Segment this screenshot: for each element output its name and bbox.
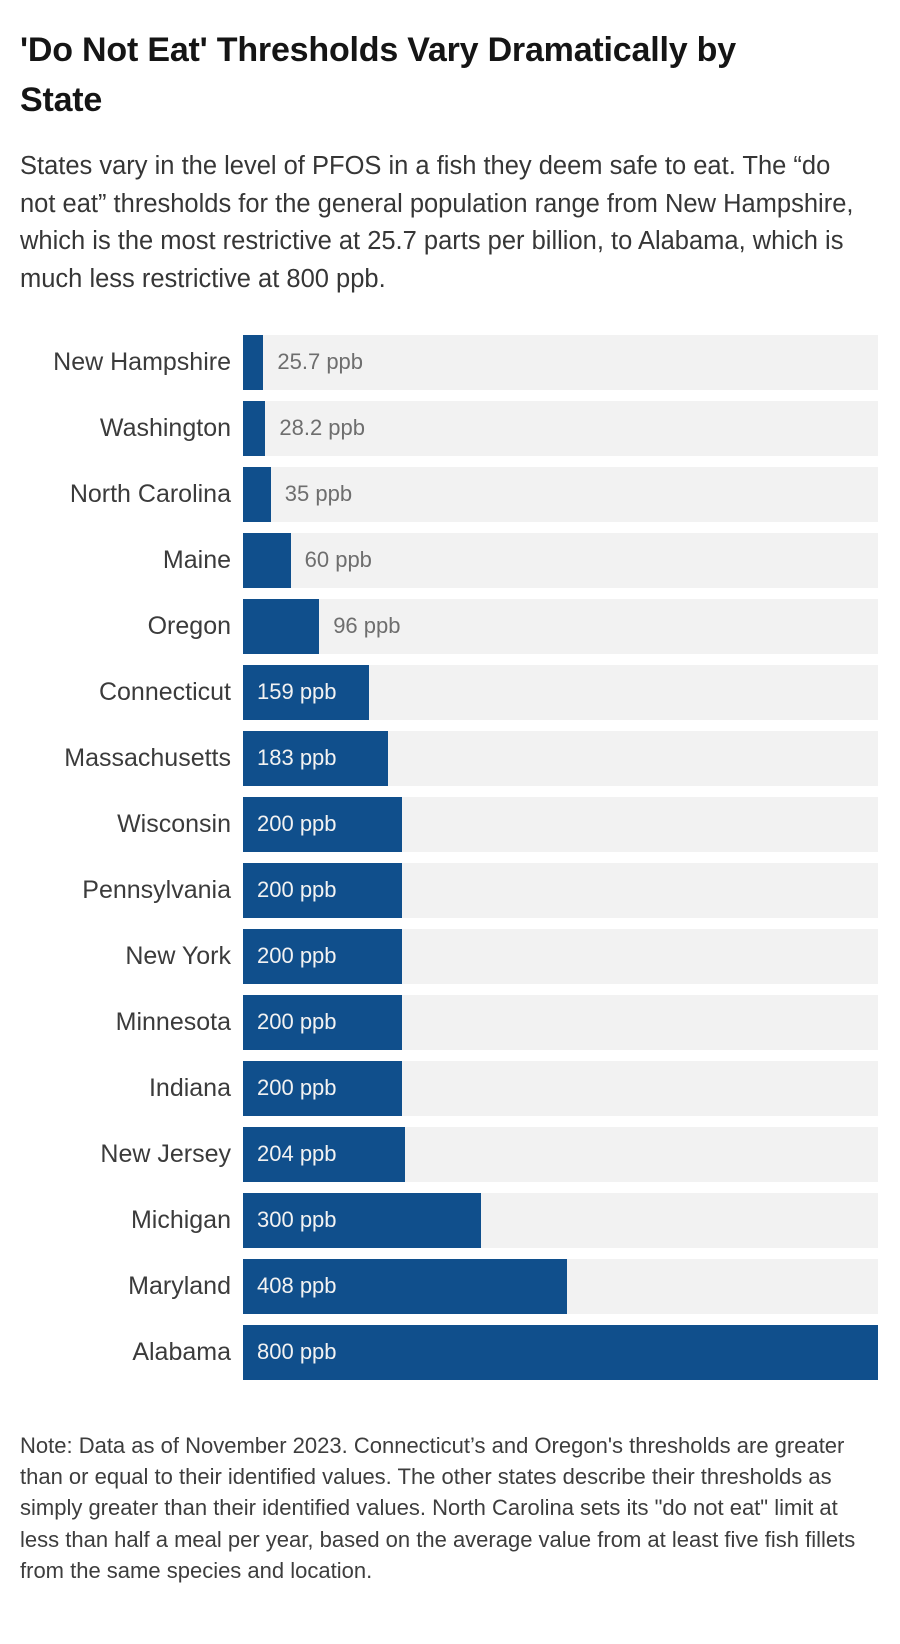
- bar: [243, 1324, 878, 1380]
- bar-row: Washington 28.2 ppb: [20, 400, 878, 456]
- bar-chart: New Hampshire 25.7 ppb Washington 28.2 p…: [20, 334, 878, 1380]
- state-label: Maine: [162, 545, 231, 574]
- bar: [243, 598, 320, 654]
- bar-track: 96 ppb: [243, 598, 878, 654]
- state-label: New York: [125, 941, 231, 970]
- bar-track: 408 ppb: [243, 1258, 878, 1314]
- bar-row: Wisconsin 200 ppb: [20, 796, 878, 852]
- bar: [243, 1126, 405, 1182]
- bar-track: 200 ppb: [243, 1060, 878, 1116]
- bar: [243, 1192, 482, 1248]
- bar-track: 60 ppb: [243, 532, 878, 588]
- bar: [243, 1258, 567, 1314]
- bar: [243, 532, 291, 588]
- bar-track: 159 ppb: [243, 664, 878, 720]
- bar-track: 204 ppb: [243, 1126, 878, 1182]
- bar-track: 28.2 ppb: [243, 400, 878, 456]
- bar: [243, 796, 402, 852]
- value-label: 200 ppb: [257, 877, 337, 903]
- bar-track: 183 ppb: [243, 730, 878, 786]
- value-label: 408 ppb: [257, 1273, 337, 1299]
- bar-track: 200 ppb: [243, 928, 878, 984]
- bar: [243, 334, 264, 390]
- state-label: New Hampshire: [53, 347, 231, 376]
- state-label: Oregon: [147, 611, 231, 640]
- value-label: 60 ppb: [304, 547, 372, 573]
- state-label: Indiana: [148, 1073, 231, 1102]
- value-label: 28.2 ppb: [279, 415, 366, 441]
- bar-row: New York 200 ppb: [20, 928, 878, 984]
- state-label: North Carolina: [69, 479, 231, 508]
- bar: [243, 664, 370, 720]
- value-label: 200 ppb: [257, 1075, 337, 1101]
- bar-track: 800 ppb: [243, 1324, 878, 1380]
- footnote: Note: Data as of November 2023. Connecti…: [20, 1432, 856, 1583]
- state-label: Alabama: [132, 1337, 231, 1366]
- chart-description: States vary in the level of PFOS in a fi…: [20, 151, 854, 294]
- value-label: 96 ppb: [333, 613, 401, 639]
- value-label: 25.7 ppb: [277, 349, 364, 375]
- value-label: 800 ppb: [257, 1339, 337, 1365]
- bar-track: 200 ppb: [243, 862, 878, 918]
- state-label: Connecticut: [98, 677, 231, 706]
- bar-row: New Jersey 204 ppb: [20, 1126, 878, 1182]
- bar-row: Michigan 300 ppb: [20, 1192, 878, 1248]
- bar: [243, 730, 389, 786]
- bar-row: Minnesota 200 ppb: [20, 994, 878, 1050]
- state-label: Wisconsin: [117, 809, 231, 838]
- bar: [243, 862, 402, 918]
- state-label: New Jersey: [100, 1139, 231, 1168]
- state-label: Michigan: [130, 1205, 231, 1234]
- value-label: 200 ppb: [257, 943, 337, 969]
- bar-track: 35 ppb: [243, 466, 878, 522]
- bar: [243, 994, 402, 1050]
- bar-row: North Carolina 35 ppb: [20, 466, 878, 522]
- bar-row: Massachusetts 183 ppb: [20, 730, 878, 786]
- bar: [243, 928, 402, 984]
- bar-row: New Hampshire 25.7 ppb: [20, 334, 878, 390]
- bar-track: 25.7 ppb: [243, 334, 878, 390]
- state-label: Massachusetts: [64, 743, 231, 772]
- state-label: Maryland: [128, 1271, 231, 1300]
- bar-row: Oregon 96 ppb: [20, 598, 878, 654]
- bar-track: 200 ppb: [243, 994, 878, 1050]
- bar: [243, 1060, 402, 1116]
- state-label: Minnesota: [115, 1007, 231, 1036]
- bar-row: Alabama 800 ppb: [20, 1324, 878, 1380]
- value-label: 35 ppb: [284, 481, 353, 507]
- bar: [243, 400, 266, 456]
- value-label: 204 ppb: [257, 1141, 337, 1167]
- value-label: 183 ppb: [257, 745, 337, 771]
- bar-track: 300 ppb: [243, 1192, 878, 1248]
- bar: [243, 466, 271, 522]
- state-label: Pennsylvania: [82, 875, 231, 904]
- bar-row: Pennsylvania 200 ppb: [20, 862, 878, 918]
- value-label: 200 ppb: [257, 1009, 337, 1035]
- bar-row: Maryland 408 ppb: [20, 1258, 878, 1314]
- bar-track: 200 ppb: [243, 796, 878, 852]
- bar-row: Maine 60 ppb: [20, 532, 878, 588]
- value-label: 300 ppb: [257, 1207, 337, 1233]
- value-label: 200 ppb: [257, 811, 337, 837]
- bar-row: Connecticut 159 ppb: [20, 664, 878, 720]
- state-label: Washington: [99, 413, 231, 442]
- value-label: 159 ppb: [257, 679, 337, 705]
- chart-title: 'Do Not Eat' Thresholds Vary Dramaticall…: [20, 31, 736, 119]
- bar-row: Indiana 200 ppb: [20, 1060, 878, 1116]
